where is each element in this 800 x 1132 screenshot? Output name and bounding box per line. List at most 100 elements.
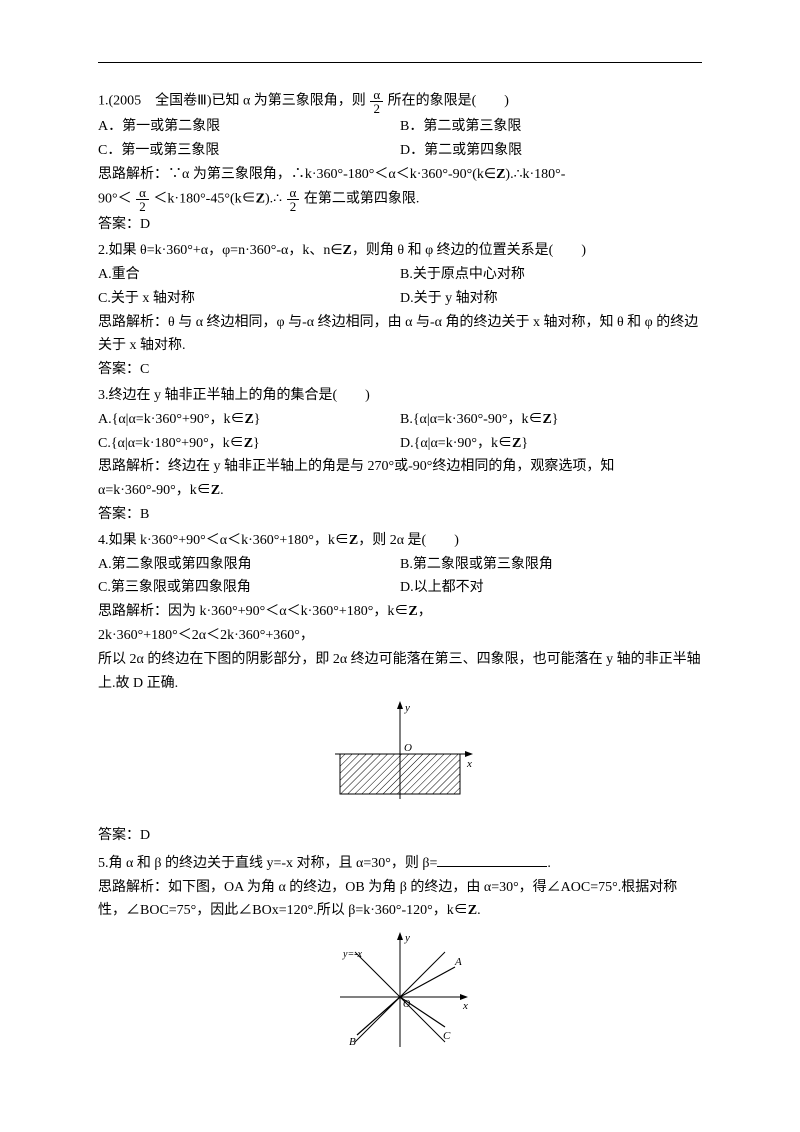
q3-row1: A.{α|α=k·360°+90°，k∈Z} B.{α|α=k·360°-90°… [98,408,702,432]
q4-optA: A.第二象限或第四象限角 [98,553,400,577]
q3: 3.终边在 y 轴非正半轴上的角的集合是( ) A.{α|α=k·360°+90… [98,384,702,527]
q2-stem-a: 2.如果 θ=k·360°+α，φ=n·360°-α，k、n∈ [98,243,343,258]
q1-ana-e: ).∴ [265,192,282,207]
q1-row2: C．第一或第三象限 D．第二或第四象限 [98,139,702,163]
q5-stem-a: 5.角 α 和 β 的终边关于直线 y=-x 对称，且 α=30°，则 β= [98,856,437,871]
q4-optD: D.以上都不对 [400,576,702,600]
q3-optA-t: A.{α|α=k·360°+90°，k∈ [98,412,244,427]
Z: Z [512,436,521,451]
q4: 4.如果 k·360°+90°＜α＜k·360°+180°，k∈Z，则 2α 是… [98,529,702,696]
q4-ana2: 2k·360°+180°＜2α＜2k·360°+360°， [98,624,702,648]
q5-analysis: 思路解析：如下图，OA 为角 α 的终边，OB 为角 β 的终边，由 α=30°… [98,876,702,924]
q2-optB: B.关于原点中心对称 [400,263,702,287]
q4-ana1: 思路解析：因为 k·360°+90°＜α＜k·360°+180°，k∈Z， [98,600,702,624]
frac-num: α [287,186,300,200]
q1-ana-b: ).∴k·180°- [505,167,565,182]
q3-optC-t: C.{α|α=k·180°+90°，k∈ [98,436,244,451]
q3-optC: C.{α|α=k·180°+90°，k∈Z} [98,432,400,456]
Z: Z [542,412,551,427]
Z: Z [343,243,352,258]
q1-ans: 答案：D [98,213,702,237]
figure-1-svg: y x O [315,699,485,809]
q3-ans: 答案：B [98,503,702,527]
figure-2: y x O A B C y=-x [98,927,702,1066]
frac-den: 2 [370,102,383,115]
q5-stem-b: . [547,856,551,871]
q1-row1: A．第一或第二象限 B．第二或第三象限 [98,115,702,139]
fig2-A: A [454,956,462,968]
fig1-y-label: y [404,702,410,714]
q1-ana-d: ＜k·180°-45°(k∈ [153,192,255,207]
frac-den: 2 [136,200,149,213]
q2-optC: C.关于 x 轴对称 [98,287,400,311]
alpha-over-2c: α 2 [287,186,300,213]
q2-row2: C.关于 x 轴对称 D.关于 y 轴对称 [98,287,702,311]
q2-row1: A.重合 B.关于原点中心对称 [98,263,702,287]
Z: Z [256,192,265,207]
q5-ana: 思路解析：如下图，OA 为角 α 的终边，OB 为角 β 的终边，由 α=30°… [98,880,677,919]
Z: Z [408,604,417,619]
q4-stem: 4.如果 k·360°+90°＜α＜k·360°+180°，k∈Z，则 2α 是… [98,529,702,553]
figure-2-svg: y x O A B C y=-x [315,927,485,1057]
q3-analysis: 思路解析：终边在 y 轴非正半轴上的角是与 270°或-90°终边相同的角，观察… [98,455,702,503]
q3-optD: D.{α|α=k·90°，k∈Z} [400,432,702,456]
close: } [254,412,261,427]
q2-stem-b: ，则角 θ 和 φ 终边的位置关系是( ) [352,243,586,258]
alpha-over-2b: α 2 [136,186,149,213]
Z: Z [244,412,253,427]
fig2-O: O [403,999,410,1010]
q3-row2: C.{α|α=k·180°+90°，k∈Z} D.{α|α=k·90°，k∈Z} [98,432,702,456]
q5-ana2: . [477,903,481,918]
q3-ana: 思路解析：终边在 y 轴非正半轴上的角是与 270°或-90°终边相同的角，观察… [98,459,614,498]
alpha-over-2: α 2 [370,88,383,115]
close: } [253,436,260,451]
q1: 1.(2005 全国卷Ⅲ)已知 α 为第三象限角，则 α 2 所在的象限是( )… [98,88,702,237]
q2-ans: 答案：C [98,358,702,382]
q1-optC: C．第一或第三象限 [98,139,400,163]
top-rule [98,62,702,63]
q3-ana2: . [220,483,224,498]
q4-row1: A.第二象限或第四象限角 B.第二象限或第三象限角 [98,553,702,577]
frac-num: α [370,88,383,102]
q2-optA: A.重合 [98,263,400,287]
q3-optB-t: B.{α|α=k·360°-90°，k∈ [400,412,542,427]
q4-stem-b: ，则 2α 是( ) [358,533,459,548]
fig1-x-label: x [466,758,472,770]
q4-ans: 答案：D [98,824,702,848]
Z: Z [349,533,358,548]
q3-optA: A.{α|α=k·360°+90°，k∈Z} [98,408,400,432]
close: } [521,436,528,451]
q4-ana3: 所以 2α 的终边在下图的阴影部分，即 2α 终边可能落在第三、四象限，也可能落… [98,648,702,696]
q4-row2: C.第三象限或第四象限角 D.以上都不对 [98,576,702,600]
q1-stem-a: 1.(2005 全国卷Ⅲ)已知 α 为第三象限角，则 [98,94,366,109]
q1-stem-b: 所在的象限是( ) [388,94,509,109]
fig1-O-label: O [404,742,412,754]
q3-optD-t: D.{α|α=k·90°，k∈ [400,436,512,451]
fig2-y: y [404,932,410,944]
q2-optD: D.关于 y 轴对称 [400,287,702,311]
Z: Z [468,903,477,918]
frac-den: 2 [287,200,300,213]
q5-stem: 5.角 α 和 β 的终边关于直线 y=-x 对称，且 α=30°，则 β=. [98,850,702,876]
q1-ana-a: 思路解析：∵α 为第三象限角，∴k·360°-180°＜α＜k·360°-90°… [98,167,496,182]
figure-1: y x O [98,699,702,818]
q4-optB: B.第二象限或第三象限角 [400,553,702,577]
q2: 2.如果 θ=k·360°+α，φ=n·360°-α，k、n∈Z，则角 θ 和 … [98,239,702,382]
q1-ana-c: 90°＜ [98,192,132,207]
q4-optC: C.第三象限或第四象限角 [98,576,400,600]
fig2-line: y=-x [342,949,363,960]
q4-ana1a: 思路解析：因为 k·360°+90°＜α＜k·360°+180°，k∈ [98,604,408,619]
Z: Z [244,436,253,451]
q4-ana1b: ， [418,604,432,619]
q1-stem: 1.(2005 全国卷Ⅲ)已知 α 为第三象限角，则 α 2 所在的象限是( ) [98,88,702,115]
q1-optD: D．第二或第四象限 [400,139,702,163]
q3-optB: B.{α|α=k·360°-90°，k∈Z} [400,408,702,432]
q3-stem: 3.终边在 y 轴非正半轴上的角的集合是( ) [98,384,702,408]
fig2-x: x [462,1000,468,1012]
q5-blank [437,850,547,867]
q2-stem: 2.如果 θ=k·360°+α，φ=n·360°-α，k、n∈Z，则角 θ 和 … [98,239,702,263]
q1-analysis: 思路解析：∵α 为第三象限角，∴k·360°-180°＜α＜k·360°-90°… [98,163,702,187]
fig2-B: B [349,1036,356,1048]
q2-analysis: 思路解析：θ 与 α 终边相同，φ 与-α 终边相同，由 α 与-α 角的终边关… [98,311,702,359]
q1-optB: B．第二或第三象限 [400,115,702,139]
